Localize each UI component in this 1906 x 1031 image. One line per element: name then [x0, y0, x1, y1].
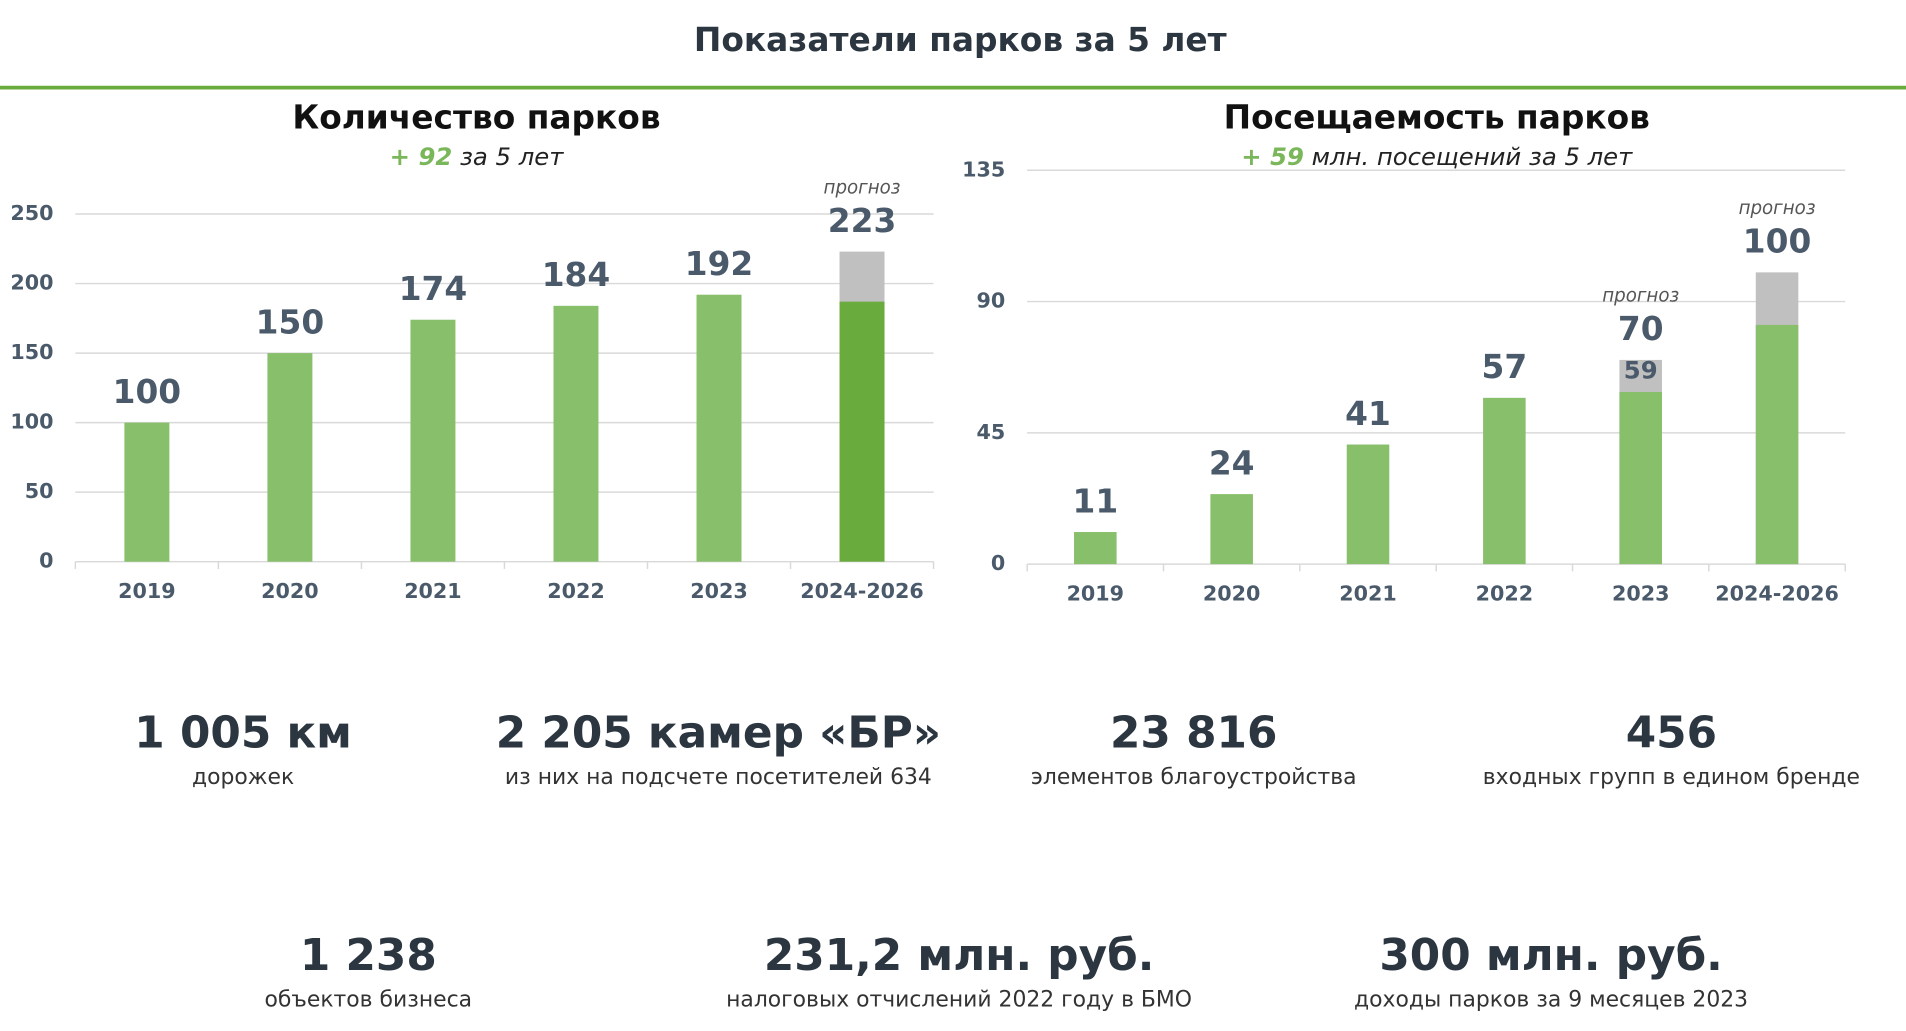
value-label: 57: [1482, 348, 1528, 386]
x-tick-label: 2023: [690, 579, 748, 603]
y-tick-label: 0: [39, 549, 53, 573]
chart-title: Количество парков: [292, 99, 660, 137]
stat-caption: объектов бизнеса: [265, 988, 473, 1013]
chart-title: Посещаемость парков: [1224, 99, 1650, 137]
x-tick-label: 2024-2026: [800, 579, 924, 603]
y-tick-label: 0: [991, 551, 1005, 575]
x-tick-label: 2021: [404, 579, 462, 603]
bar-actual: [1619, 391, 1662, 565]
bar: [1483, 397, 1526, 565]
x-tick-label: 2023: [1612, 582, 1670, 606]
chart-subtitle: + 92 за 5 лет: [390, 142, 565, 171]
y-tick-label: 100: [10, 410, 53, 434]
value-label: 184: [542, 256, 611, 294]
bar: [410, 319, 456, 562]
x-tick-label: 2020: [1203, 582, 1260, 606]
stat-value: 23 816: [1110, 708, 1277, 759]
value-label: 150: [256, 303, 325, 341]
value-label: 70: [1618, 310, 1664, 348]
stat-value: 1 238: [300, 930, 437, 981]
value-label: 100: [1743, 223, 1811, 261]
y-tick-label: 250: [10, 201, 53, 225]
subtitle-text: млн. посещений за 5 лет: [1312, 142, 1633, 171]
stat-caption: дорожек: [192, 765, 294, 790]
annotation: прогноз: [824, 177, 901, 198]
x-tick-label: 2019: [1067, 582, 1125, 606]
y-tick-label: 45: [977, 420, 1006, 444]
value-label: 41: [1345, 395, 1391, 433]
bar: [124, 422, 170, 562]
stat-value: 300 млн. руб.: [1379, 930, 1722, 981]
bar: [1210, 494, 1253, 565]
y-tick-label: 50: [25, 479, 54, 503]
stat-caption: из них на подсчете посетителей 634: [505, 765, 932, 790]
page-title: Показатели парков за 5 лет: [694, 21, 1227, 59]
x-tick-label: 2019: [118, 579, 175, 603]
value-label: 11: [1072, 482, 1118, 520]
x-tick-label: 2022: [1476, 582, 1533, 606]
value-label: 174: [399, 270, 468, 308]
bar: [696, 294, 742, 562]
stat-value: 1 005 км: [134, 708, 352, 759]
subtitle-text: за 5 лет: [460, 142, 564, 171]
bar: [1346, 444, 1390, 565]
value-label: 100: [113, 373, 181, 411]
stat-value: 2 205 камер «БР»: [496, 708, 941, 759]
stat-caption: входных групп в едином бренде: [1483, 765, 1860, 790]
value-label: 192: [685, 245, 754, 283]
y-tick-label: 200: [10, 271, 53, 295]
inner-value-label: 59: [1624, 355, 1658, 384]
value-label: 223: [828, 202, 897, 240]
bar-actual: [1755, 324, 1799, 565]
stat-caption: налоговых отчислений 2022 году в БМО: [726, 988, 1192, 1013]
bar: [267, 353, 313, 562]
x-tick-label: 2021: [1339, 582, 1397, 606]
annotation: прогноз: [1602, 286, 1679, 307]
stat-value: 456: [1626, 708, 1717, 759]
subtitle-highlight: + 92: [390, 142, 453, 171]
x-tick-label: 2020: [261, 579, 319, 603]
x-tick-label: 2024-2026: [1715, 582, 1839, 606]
y-tick-label: 135: [962, 157, 1005, 181]
y-tick-label: 150: [10, 340, 53, 364]
chart-subtitle: + 59 млн. посещений за 5 лет: [1241, 142, 1633, 171]
stat-caption: доходы парков за 9 месяцев 2023: [1354, 988, 1748, 1013]
x-tick-label: 2022: [547, 579, 605, 603]
bar: [553, 305, 599, 562]
y-tick-label: 90: [977, 289, 1006, 313]
bar-actual: [839, 301, 885, 562]
stat-value: 231,2 млн. руб.: [764, 930, 1155, 981]
bar: [1074, 532, 1117, 565]
annotation: прогноз: [1739, 198, 1816, 219]
value-label: 24: [1209, 444, 1255, 482]
subtitle-highlight: + 59: [1241, 142, 1304, 171]
stat-caption: элементов благоустройства: [1031, 765, 1357, 790]
